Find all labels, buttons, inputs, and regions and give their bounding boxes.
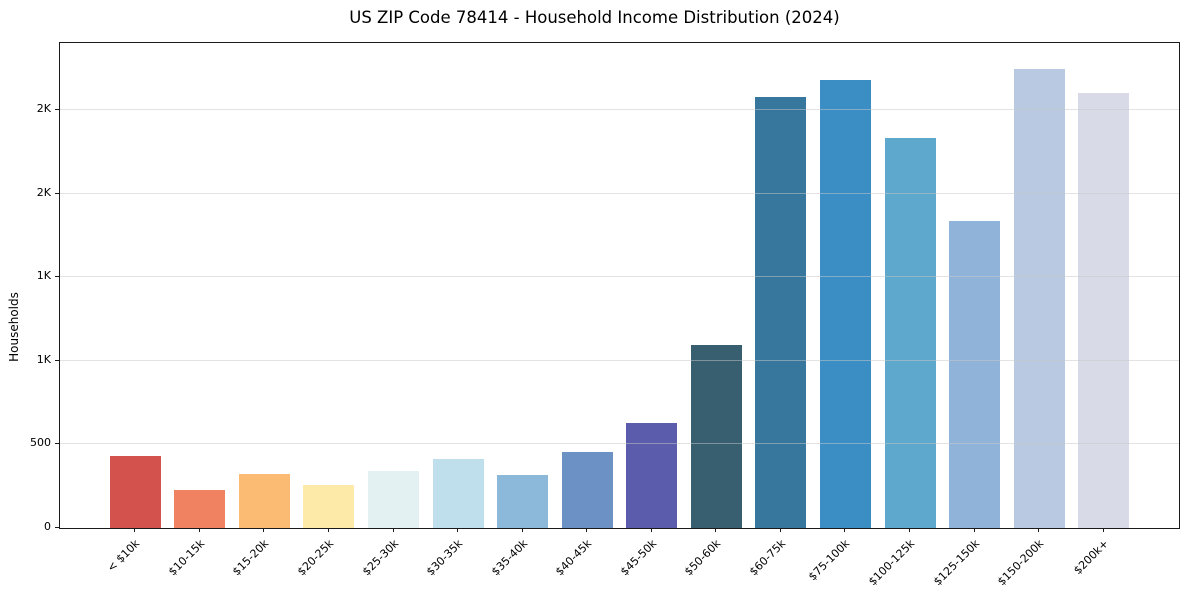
gridline-1500 (60, 276, 1179, 278)
x-tick-mark (973, 528, 975, 532)
x-tick-label: $125-150k (930, 537, 982, 589)
x-tick-mark (198, 528, 200, 532)
bar-$60-75k (755, 97, 807, 528)
gridline-500 (60, 443, 1179, 445)
y-tick-mark (55, 359, 59, 361)
gridline-1000 (60, 359, 1179, 361)
x-tick-mark (779, 528, 781, 532)
y-tick-label: 1K (36, 269, 51, 283)
bar-$125-150k (949, 221, 1001, 528)
x-tick-mark (263, 528, 265, 532)
x-tick-label: $45-50k (617, 537, 659, 579)
plot-area: Households (7, 42, 1180, 529)
bar-$25-30k (368, 471, 420, 528)
bar-$100-125k (884, 138, 936, 528)
x-tick-label: $75-100k (806, 537, 853, 584)
bar-$10-15k (174, 489, 226, 528)
y-tick-label: 2K (36, 101, 51, 115)
bar-$30-35k (432, 458, 484, 528)
x-tick-label: $15-20k (230, 537, 272, 579)
x-tick-label: $200k+ (1070, 537, 1111, 578)
x-tick-mark (650, 528, 652, 532)
x-tick-mark (715, 528, 717, 532)
chart-title: US ZIP Code 78414 - Household Income Dis… (349, 8, 840, 27)
x-tick-label: $10-15k (165, 537, 208, 579)
x-tick-mark (909, 528, 911, 532)
bar-$20-25k (303, 485, 355, 528)
x-tick-label: $25-30k (359, 537, 401, 579)
x-tick-label: $60-75k (746, 537, 789, 579)
bar-$35-40k (497, 475, 549, 528)
y-tick-mark (55, 108, 59, 110)
x-tick-label: $50-60k (682, 537, 724, 579)
y-tick-mark (55, 276, 59, 278)
bar-< $10k (109, 456, 161, 528)
y-tick-mark (55, 527, 59, 528)
bar-$75-100k (819, 79, 871, 528)
y-tick-mark (55, 443, 59, 445)
x-tick-mark (457, 528, 459, 532)
y-tick-label: 2K (36, 185, 51, 199)
x-tick-mark (1038, 528, 1040, 532)
x-tick-label: $35-40k (488, 537, 530, 579)
gridline-2500 (60, 108, 1179, 110)
y-tick-label: 500 (30, 436, 51, 450)
x-tick-mark (586, 528, 588, 532)
bar-$50-60k (690, 344, 742, 528)
x-tick-mark (1102, 528, 1104, 532)
bar-$200k+ (1078, 93, 1130, 528)
bar-$15-20k (238, 473, 290, 528)
x-tick-label: $20-25k (294, 537, 337, 579)
y-tick-label: 1K (36, 352, 51, 366)
x-tick-label: $30-35k (424, 537, 466, 579)
x-tick-label: < $10k (104, 537, 143, 575)
x-tick-label: $100-125k (866, 537, 918, 589)
gridline-2000 (60, 192, 1179, 194)
x-tick-mark (392, 528, 394, 532)
x-tick-label: $40-45k (553, 537, 595, 579)
bar-$45-50k (626, 423, 678, 528)
x-tick-mark (844, 528, 846, 532)
bar-$150-200k (1013, 68, 1065, 528)
y-axis-label: Households (7, 292, 21, 362)
x-tick-mark (521, 528, 523, 532)
y-tick-label: 0 (44, 520, 51, 533)
y-tick-mark (55, 192, 59, 194)
bar-$40-45k (561, 451, 613, 528)
x-tick-mark (134, 528, 136, 532)
x-tick-label: $150-200k (995, 537, 1047, 589)
x-tick-mark (327, 528, 329, 532)
